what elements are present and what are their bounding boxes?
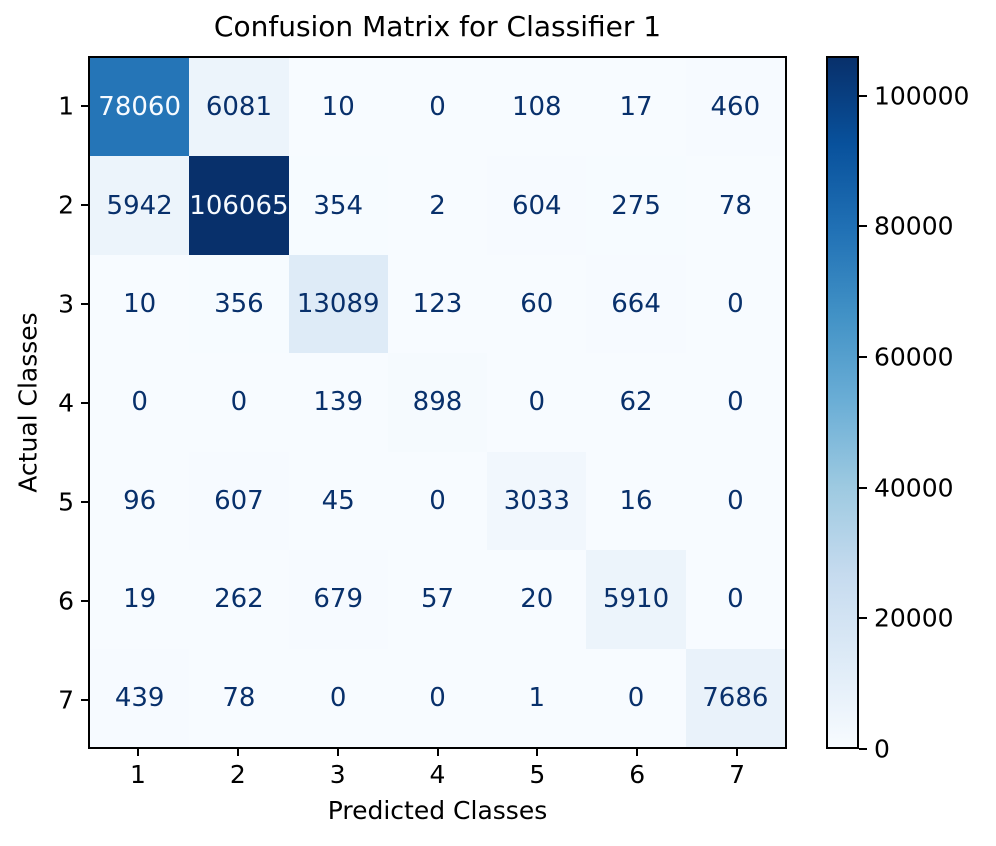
matrix-cell-r1c6: 17: [586, 58, 686, 157]
matrix-cell-r5c1: 96: [90, 451, 190, 551]
colorbar-tick-mark-0: [859, 748, 867, 750]
x-tick-label-2: 2: [229, 760, 246, 789]
matrix-cell-r2c2: 106065: [189, 156, 289, 255]
x-tick-label-7: 7: [729, 760, 746, 789]
x-tick-mark-1: [136, 749, 139, 756]
matrix-cell-r3c7: 0: [685, 254, 785, 354]
matrix-cell-r6c7: 0: [685, 550, 785, 649]
y-tick-label-5: 5: [58, 487, 74, 516]
x-axis-label: Predicted Classes: [327, 796, 548, 825]
y-tick-mark-2: [81, 203, 88, 206]
x-tick-mark-4: [436, 749, 439, 756]
matrix-cell-r3c3: 13089: [288, 254, 388, 354]
matrix-cell-r5c3: 45: [288, 451, 388, 551]
y-tick-mark-5: [81, 500, 88, 503]
matrix-cell-r1c1: 78060: [90, 58, 190, 157]
x-tick-label-1: 1: [129, 760, 146, 789]
matrix-cell-r4c3: 139: [288, 353, 388, 452]
y-tick-label-3: 3: [58, 289, 74, 318]
colorbar-tick-label-0: 0: [874, 734, 890, 764]
matrix-cell-r5c4: 0: [387, 451, 488, 551]
matrix-cell-r7c7: 7686: [685, 648, 785, 747]
matrix-cell-r3c4: 123: [387, 254, 488, 354]
x-tick-mark-7: [736, 749, 739, 756]
y-tick-label-2: 2: [58, 190, 74, 219]
matrix-cell-r1c4: 0: [387, 58, 488, 157]
matrix-cell-r7c5: 1: [487, 648, 587, 747]
y-tick-mark-3: [81, 302, 88, 305]
y-tick-label-7: 7: [58, 685, 74, 714]
matrix-cell-r5c2: 607: [189, 451, 289, 551]
matrix-cell-r1c3: 10: [288, 58, 388, 157]
matrix-cell-r6c4: 57: [387, 550, 488, 649]
matrix-cell-r4c4: 898: [387, 353, 488, 452]
matrix-cell-r4c7: 0: [685, 353, 785, 452]
y-tick-label-4: 4: [58, 388, 74, 417]
matrix-cell-r3c6: 664: [586, 254, 686, 354]
matrix-cell-r6c6: 5910: [586, 550, 686, 649]
colorbar-tick-label-60000: 60000: [874, 342, 954, 372]
matrix-cell-r5c6: 16: [586, 451, 686, 551]
matrix-cell-r1c5: 108: [487, 58, 587, 157]
colorbar-tick-label-100000: 100000: [874, 81, 970, 111]
matrix-cell-r5c7: 0: [685, 451, 785, 551]
colorbar-tick-mark-80000: [859, 225, 867, 228]
chart-title: Confusion Matrix for Classifier 1: [213, 10, 662, 43]
matrix-cell-r2c7: 78: [685, 156, 785, 255]
colorbar-tick-mark-40000: [859, 486, 867, 489]
x-tick-mark-6: [636, 749, 639, 756]
matrix-cell-r1c2: 6081: [189, 58, 289, 157]
colorbar-tick-label-40000: 40000: [874, 473, 954, 503]
colorbar-gradient: [826, 56, 859, 749]
matrix-cell-r5c5: 3033: [487, 451, 587, 551]
y-tick-mark-4: [81, 401, 88, 404]
matrix-cell-r2c5: 604: [487, 156, 587, 255]
x-tick-label-5: 5: [529, 760, 546, 789]
matrix-cell-r1c7: 460: [685, 58, 785, 157]
x-tick-mark-2: [236, 749, 239, 756]
matrix-cell-r2c3: 354: [288, 156, 388, 255]
matrix-cell-r4c5: 0: [487, 353, 587, 452]
x-tick-label-4: 4: [429, 760, 446, 789]
matrix-cell-r4c6: 62: [586, 353, 686, 452]
y-tick-mark-7: [81, 698, 88, 701]
y-tick-label-6: 6: [58, 586, 74, 615]
matrix-cell-r6c3: 679: [288, 550, 388, 649]
colorbar-tick-mark-60000: [859, 355, 867, 358]
matrix-cell-r7c2: 78: [189, 648, 289, 747]
colorbar-tick-mark-100000: [859, 94, 867, 97]
colorbar-tick-mark-20000: [859, 617, 867, 620]
heatmap-grid: 78060 6081 10 0 108 17 460 5942 106065 354 2 604 275…: [88, 56, 787, 749]
matrix-cell-r4c2: 0: [189, 353, 289, 452]
matrix-cell-r6c1: 19: [90, 550, 190, 649]
matrix-cell-r3c1: 10: [90, 254, 190, 354]
matrix-cell-r2c4: 2: [387, 156, 488, 255]
matrix-cell-r7c3: 0: [288, 648, 388, 747]
matrix-cell-r7c1: 439: [90, 648, 190, 747]
matrix-cell-r2c1: 5942: [90, 156, 190, 255]
colorbar-tick-label-20000: 20000: [874, 603, 954, 633]
y-tick-mark-1: [81, 104, 88, 107]
colorbar-tick-label-80000: 80000: [874, 211, 954, 241]
x-tick-label-3: 3: [329, 760, 346, 789]
matrix-cell-r7c6: 0: [586, 648, 686, 747]
y-tick-label-1: 1: [58, 91, 74, 120]
matrix-cell-r4c1: 0: [90, 353, 190, 452]
matrix-cell-r2c6: 275: [586, 156, 686, 255]
x-tick-mark-3: [336, 749, 339, 756]
x-tick-label-6: 6: [629, 760, 646, 789]
matrix-cell-r6c5: 20: [487, 550, 587, 649]
x-tick-mark-5: [536, 749, 539, 756]
matrix-cell-r3c2: 356: [189, 254, 289, 354]
matrix-cell-r7c4: 0: [387, 648, 488, 747]
matrix-cell-r3c5: 60: [487, 254, 587, 354]
y-tick-mark-6: [81, 599, 88, 602]
matrix-cell-r6c2: 262: [189, 550, 289, 649]
